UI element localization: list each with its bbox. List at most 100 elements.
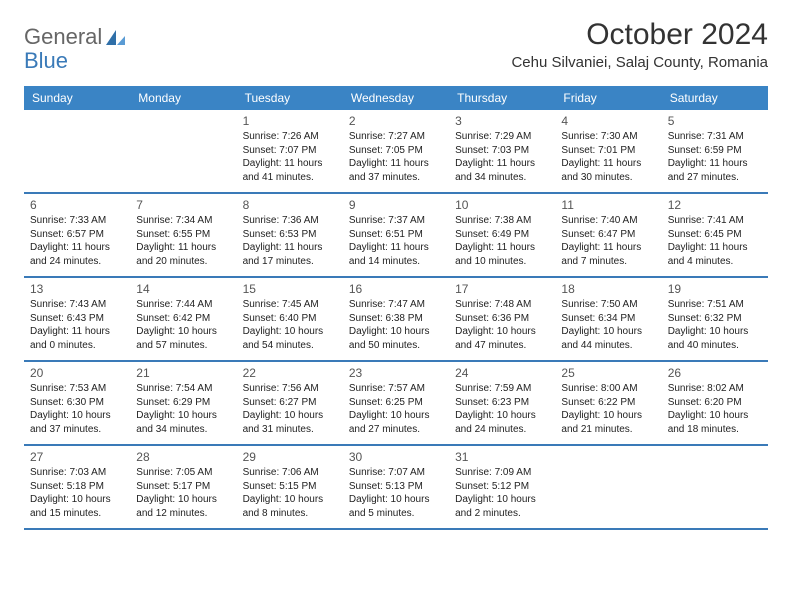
sunset-line: Sunset: 5:15 PM xyxy=(243,480,337,494)
sunset-line: Sunset: 7:03 PM xyxy=(455,144,549,158)
day-cell: 10Sunrise: 7:38 AMSunset: 6:49 PMDayligh… xyxy=(449,194,555,276)
day-cell: 29Sunrise: 7:06 AMSunset: 5:15 PMDayligh… xyxy=(237,446,343,528)
daylight-line: Daylight: 10 hours and 24 minutes. xyxy=(455,409,549,436)
sunset-line: Sunset: 7:01 PM xyxy=(561,144,655,158)
day-cell: 5Sunrise: 7:31 AMSunset: 6:59 PMDaylight… xyxy=(662,110,768,192)
day-number: 16 xyxy=(349,281,443,297)
sunset-line: Sunset: 6:22 PM xyxy=(561,396,655,410)
daylight-line: Daylight: 11 hours and 24 minutes. xyxy=(30,241,124,268)
day-number: 7 xyxy=(136,197,230,213)
title-block: October 2024 Cehu Silvaniei, Salaj Count… xyxy=(511,18,768,71)
sunrise-line: Sunrise: 7:40 AM xyxy=(561,214,655,228)
week-row: 13Sunrise: 7:43 AMSunset: 6:43 PMDayligh… xyxy=(24,278,768,362)
header: GeneralBlue October 2024 Cehu Silvaniei,… xyxy=(24,18,768,74)
sunrise-line: Sunrise: 7:09 AM xyxy=(455,466,549,480)
day-cell: 2Sunrise: 7:27 AMSunset: 7:05 PMDaylight… xyxy=(343,110,449,192)
day-number: 8 xyxy=(243,197,337,213)
sunrise-line: Sunrise: 7:30 AM xyxy=(561,130,655,144)
sunset-line: Sunset: 6:27 PM xyxy=(243,396,337,410)
sunrise-line: Sunrise: 7:34 AM xyxy=(136,214,230,228)
day-header-row: SundayMondayTuesdayWednesdayThursdayFrid… xyxy=(24,86,768,110)
sunset-line: Sunset: 6:38 PM xyxy=(349,312,443,326)
week-row: 1Sunrise: 7:26 AMSunset: 7:07 PMDaylight… xyxy=(24,110,768,194)
week-row: 6Sunrise: 7:33 AMSunset: 6:57 PMDaylight… xyxy=(24,194,768,278)
daylight-line: Daylight: 10 hours and 44 minutes. xyxy=(561,325,655,352)
day-cell: 15Sunrise: 7:45 AMSunset: 6:40 PMDayligh… xyxy=(237,278,343,360)
day-number: 4 xyxy=(561,113,655,129)
sunset-line: Sunset: 6:47 PM xyxy=(561,228,655,242)
day-header-thursday: Thursday xyxy=(449,86,555,110)
sunrise-line: Sunrise: 7:57 AM xyxy=(349,382,443,396)
sunset-line: Sunset: 6:34 PM xyxy=(561,312,655,326)
sunset-line: Sunset: 6:36 PM xyxy=(455,312,549,326)
day-number: 3 xyxy=(455,113,549,129)
sunset-line: Sunset: 6:53 PM xyxy=(243,228,337,242)
day-cell: 11Sunrise: 7:40 AMSunset: 6:47 PMDayligh… xyxy=(555,194,661,276)
sunrise-line: Sunrise: 7:48 AM xyxy=(455,298,549,312)
sunrise-line: Sunrise: 7:45 AM xyxy=(243,298,337,312)
day-cell: 19Sunrise: 7:51 AMSunset: 6:32 PMDayligh… xyxy=(662,278,768,360)
day-cell: 17Sunrise: 7:48 AMSunset: 6:36 PMDayligh… xyxy=(449,278,555,360)
day-number: 19 xyxy=(668,281,762,297)
daylight-line: Daylight: 10 hours and 2 minutes. xyxy=(455,493,549,520)
day-number: 22 xyxy=(243,365,337,381)
sunset-line: Sunset: 6:51 PM xyxy=(349,228,443,242)
day-number: 1 xyxy=(243,113,337,129)
daylight-line: Daylight: 11 hours and 41 minutes. xyxy=(243,157,337,184)
sunset-line: Sunset: 6:49 PM xyxy=(455,228,549,242)
sunrise-line: Sunrise: 7:54 AM xyxy=(136,382,230,396)
day-header-wednesday: Wednesday xyxy=(343,86,449,110)
day-cell: 14Sunrise: 7:44 AMSunset: 6:42 PMDayligh… xyxy=(130,278,236,360)
daylight-line: Daylight: 11 hours and 10 minutes. xyxy=(455,241,549,268)
day-cell: 16Sunrise: 7:47 AMSunset: 6:38 PMDayligh… xyxy=(343,278,449,360)
day-cell: 3Sunrise: 7:29 AMSunset: 7:03 PMDaylight… xyxy=(449,110,555,192)
sunrise-line: Sunrise: 7:37 AM xyxy=(349,214,443,228)
day-number: 9 xyxy=(349,197,443,213)
sunset-line: Sunset: 6:25 PM xyxy=(349,396,443,410)
daylight-line: Daylight: 10 hours and 34 minutes. xyxy=(136,409,230,436)
sunrise-line: Sunrise: 7:26 AM xyxy=(243,130,337,144)
sunset-line: Sunset: 6:30 PM xyxy=(30,396,124,410)
day-cell: 8Sunrise: 7:36 AMSunset: 6:53 PMDaylight… xyxy=(237,194,343,276)
sunset-line: Sunset: 5:12 PM xyxy=(455,480,549,494)
day-cell xyxy=(24,110,130,192)
sunset-line: Sunset: 6:42 PM xyxy=(136,312,230,326)
daylight-line: Daylight: 10 hours and 15 minutes. xyxy=(30,493,124,520)
sunrise-line: Sunrise: 7:06 AM xyxy=(243,466,337,480)
daylight-line: Daylight: 10 hours and 18 minutes. xyxy=(668,409,762,436)
daylight-line: Daylight: 10 hours and 57 minutes. xyxy=(136,325,230,352)
day-number: 20 xyxy=(30,365,124,381)
daylight-line: Daylight: 10 hours and 47 minutes. xyxy=(455,325,549,352)
day-number: 28 xyxy=(136,449,230,465)
day-number: 30 xyxy=(349,449,443,465)
day-number: 12 xyxy=(668,197,762,213)
day-cell: 12Sunrise: 7:41 AMSunset: 6:45 PMDayligh… xyxy=(662,194,768,276)
day-number: 25 xyxy=(561,365,655,381)
sunrise-line: Sunrise: 7:38 AM xyxy=(455,214,549,228)
sunset-line: Sunset: 6:55 PM xyxy=(136,228,230,242)
daylight-line: Daylight: 11 hours and 30 minutes. xyxy=(561,157,655,184)
day-cell: 7Sunrise: 7:34 AMSunset: 6:55 PMDaylight… xyxy=(130,194,236,276)
sunset-line: Sunset: 7:07 PM xyxy=(243,144,337,158)
sunrise-line: Sunrise: 7:41 AM xyxy=(668,214,762,228)
daylight-line: Daylight: 11 hours and 27 minutes. xyxy=(668,157,762,184)
sunset-line: Sunset: 6:43 PM xyxy=(30,312,124,326)
day-cell: 22Sunrise: 7:56 AMSunset: 6:27 PMDayligh… xyxy=(237,362,343,444)
day-cell: 31Sunrise: 7:09 AMSunset: 5:12 PMDayligh… xyxy=(449,446,555,528)
sunset-line: Sunset: 6:20 PM xyxy=(668,396,762,410)
sunrise-line: Sunrise: 7:53 AM xyxy=(30,382,124,396)
daylight-line: Daylight: 11 hours and 4 minutes. xyxy=(668,241,762,268)
day-cell: 20Sunrise: 7:53 AMSunset: 6:30 PMDayligh… xyxy=(24,362,130,444)
day-number: 2 xyxy=(349,113,443,129)
sunrise-line: Sunrise: 7:43 AM xyxy=(30,298,124,312)
day-cell: 9Sunrise: 7:37 AMSunset: 6:51 PMDaylight… xyxy=(343,194,449,276)
sunset-line: Sunset: 5:18 PM xyxy=(30,480,124,494)
sunrise-line: Sunrise: 8:00 AM xyxy=(561,382,655,396)
day-number: 14 xyxy=(136,281,230,297)
daylight-line: Daylight: 10 hours and 8 minutes. xyxy=(243,493,337,520)
day-cell: 27Sunrise: 7:03 AMSunset: 5:18 PMDayligh… xyxy=(24,446,130,528)
week-row: 20Sunrise: 7:53 AMSunset: 6:30 PM Dayligh… xyxy=(24,362,768,446)
day-number: 5 xyxy=(668,113,762,129)
sunset-line: Sunset: 5:17 PM xyxy=(136,480,230,494)
day-cell: 4Sunrise: 7:30 AMSunset: 7:01 PMDaylight… xyxy=(555,110,661,192)
